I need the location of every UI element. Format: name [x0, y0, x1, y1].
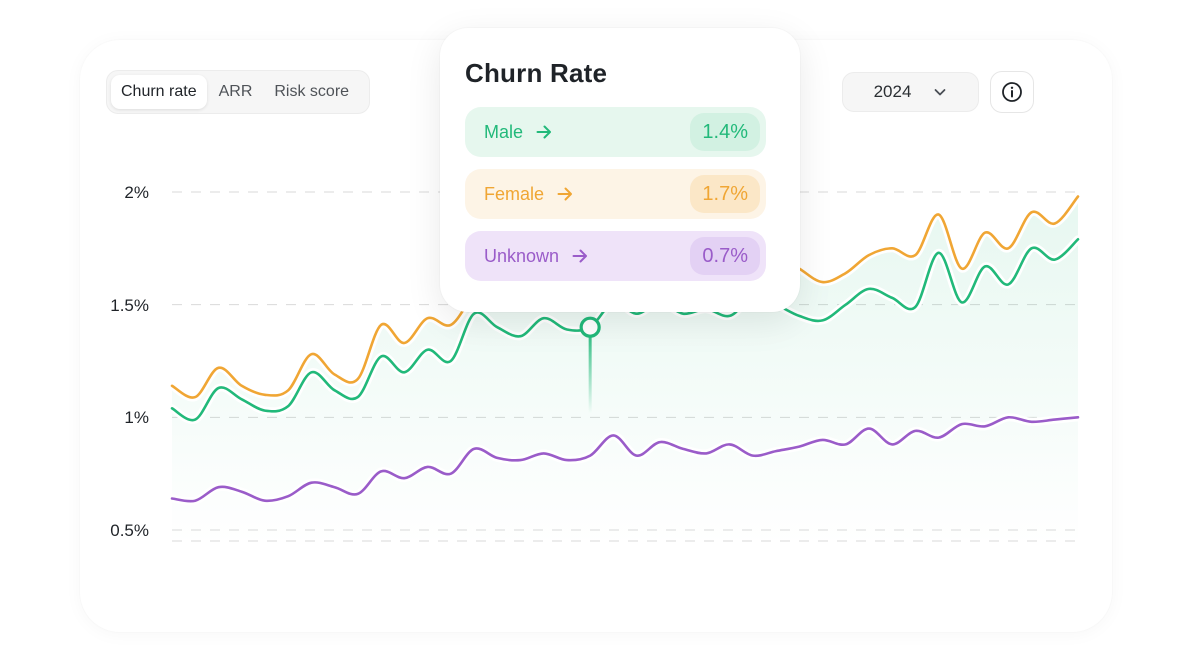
tab-risk-score[interactable]: Risk score	[274, 83, 350, 100]
info-circle-icon	[1001, 81, 1023, 103]
tooltip-row-value: 0.7%	[690, 237, 760, 275]
y-tick-label: 2%	[124, 183, 149, 202]
arrow-right-icon	[571, 247, 589, 265]
tooltip-row-label: Unknown	[484, 246, 589, 267]
y-tick-label: 1.5%	[110, 295, 149, 315]
y-tick-label: 0.5%	[110, 521, 149, 540]
tooltip-row-value: 1.4%	[690, 113, 760, 151]
churn-tooltip: Churn Rate Male 1.4% Female 1.7% Unknown 0.7%	[440, 28, 800, 312]
hover-marker-dot[interactable]	[579, 316, 601, 338]
hover-marker-stem	[588, 327, 592, 414]
tab-churn-rate[interactable]: Churn rate	[111, 75, 207, 109]
series-areas	[172, 196, 1078, 545]
tooltip-title: Churn Rate	[465, 58, 608, 88]
year-select[interactable]: 2024	[842, 72, 979, 112]
tooltip-row-label-text: Male	[484, 121, 524, 142]
tooltip-row-value: 1.7%	[690, 175, 760, 213]
series-line-2[interactable]	[170, 415, 1080, 503]
arrow-right-icon	[556, 185, 574, 203]
metric-segmented-control: Churn rate ARR Risk score	[106, 70, 370, 114]
info-button[interactable]	[990, 71, 1034, 113]
tab-arr[interactable]: ARR	[218, 83, 253, 100]
series-area	[172, 196, 1078, 545]
tooltip-row-female[interactable]: Female 1.7%	[465, 169, 766, 219]
year-select-value: 2024	[873, 82, 912, 101]
tooltip-row-label: Female	[484, 184, 574, 205]
series-lines	[168, 192, 1082, 506]
tooltip-row-label: Male	[484, 122, 553, 143]
tooltip-row-label-text: Unknown	[484, 245, 560, 266]
tooltip-row-unknown[interactable]: Unknown 0.7%	[465, 231, 766, 281]
tooltip-row-label-text: Female	[484, 183, 545, 204]
arrow-right-icon	[535, 123, 553, 141]
y-tick-label: 1%	[124, 408, 149, 428]
chevron-down-icon	[933, 85, 947, 99]
hover-marker[interactable]	[579, 316, 601, 414]
tooltip-row-male[interactable]: Male 1.4%	[465, 107, 766, 157]
